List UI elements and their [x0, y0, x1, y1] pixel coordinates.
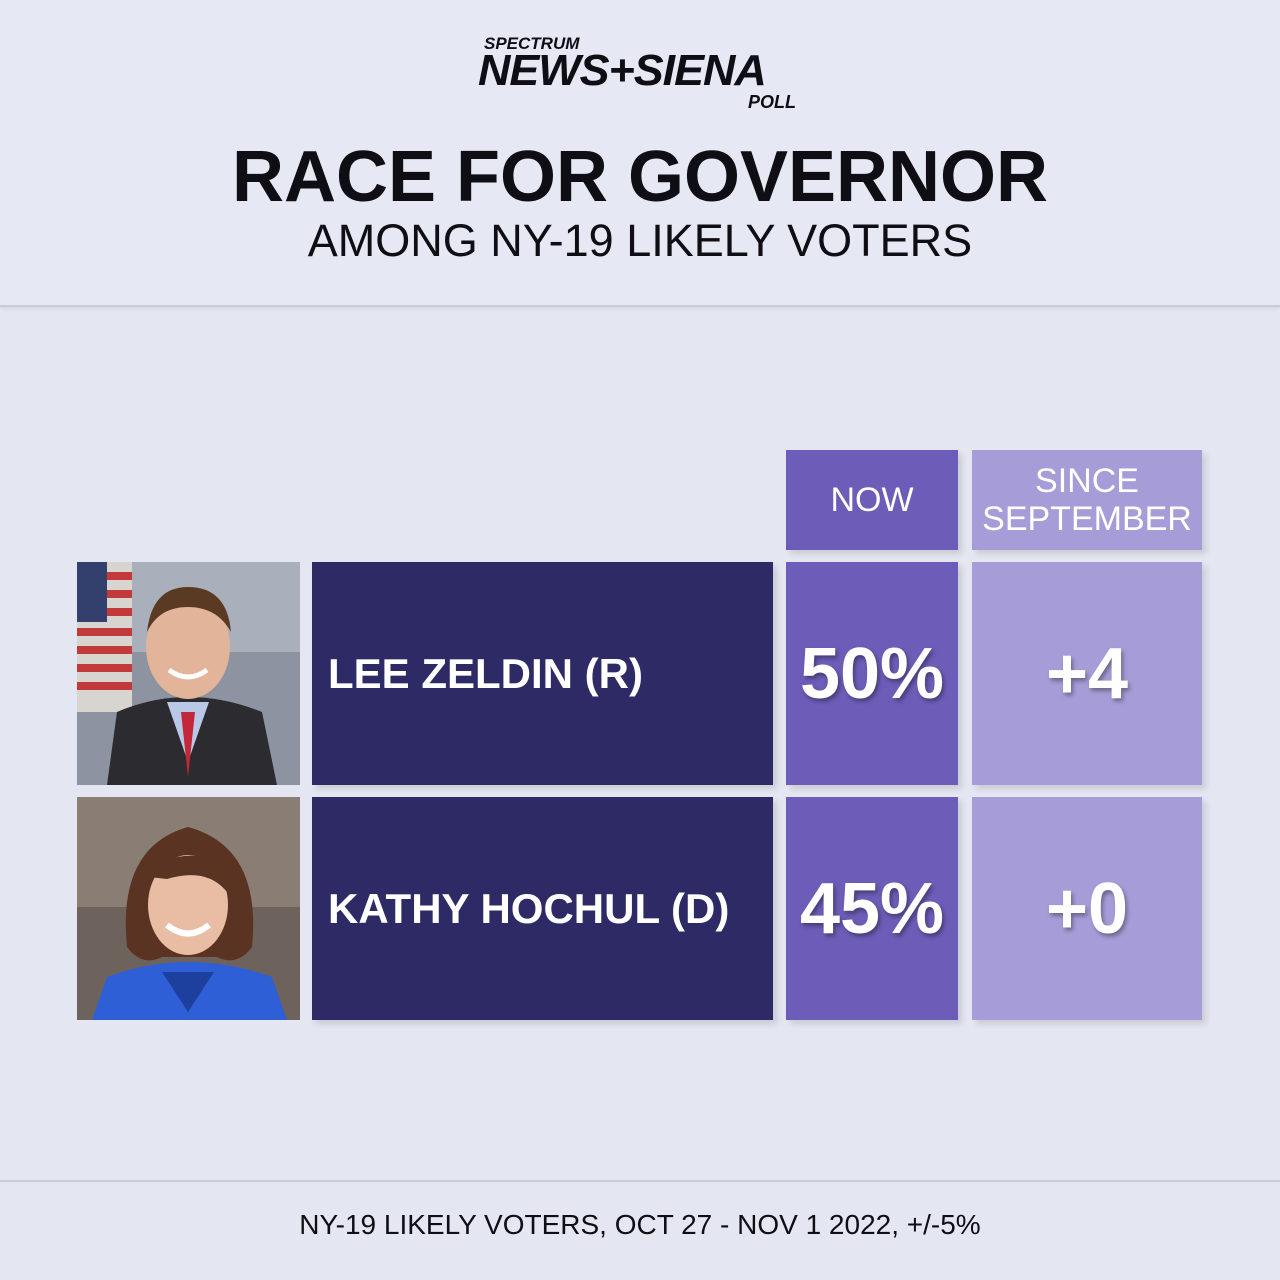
candidate-photo-zeldin — [77, 562, 300, 785]
logo: SPECTRUM NEWS+SIENA POLL — [478, 34, 808, 114]
footer-note: NY-19 LIKELY VOTERS, OCT 27 - NOV 1 2022… — [299, 1209, 981, 1240]
now-value-zeldin: 50% — [786, 562, 958, 785]
candidate-name-hochul: KATHY HOCHUL (D) — [312, 797, 773, 1020]
column-header-since-september: SINCE SEPTEMBER — [972, 450, 1202, 550]
now-value-label: 50% — [799, 633, 945, 714]
footer-divider — [0, 1180, 1280, 1182]
page-subtitle: AMONG NY-19 LIKELY VOTERS — [307, 215, 973, 266]
logo-poll-text: POLL — [748, 92, 796, 112]
change-value-hochul: +0 — [972, 797, 1202, 1020]
page-title: RACE FOR GOVERNOR — [231, 137, 1049, 217]
change-value-label: +0 — [1045, 868, 1129, 949]
column-header-now-label: NOW — [830, 481, 914, 519]
candidate-name-label: LEE ZELDIN (R) — [328, 649, 643, 697]
header: SPECTRUM NEWS+SIENA POLL RACE FOR GOVERN… — [0, 0, 1280, 307]
now-value-hochul: 45% — [786, 797, 958, 1020]
logo-spectrum-text: SPECTRUM — [484, 34, 580, 53]
change-value-label: +4 — [1045, 633, 1129, 714]
candidate-name-label: KATHY HOCHUL (D) — [328, 884, 730, 932]
candidate-photo-hochul — [77, 797, 300, 1020]
change-value-zeldin: +4 — [972, 562, 1202, 785]
column-header-since-line1: SINCE — [1035, 462, 1139, 500]
column-header-now: NOW — [786, 450, 958, 550]
now-value-label: 45% — [799, 868, 945, 949]
candidate-name-zeldin: LEE ZELDIN (R) — [312, 562, 773, 785]
column-header-since-line2: SEPTEMBER — [982, 500, 1192, 538]
logo-brand-text: NEWS+SIENA — [478, 46, 767, 95]
